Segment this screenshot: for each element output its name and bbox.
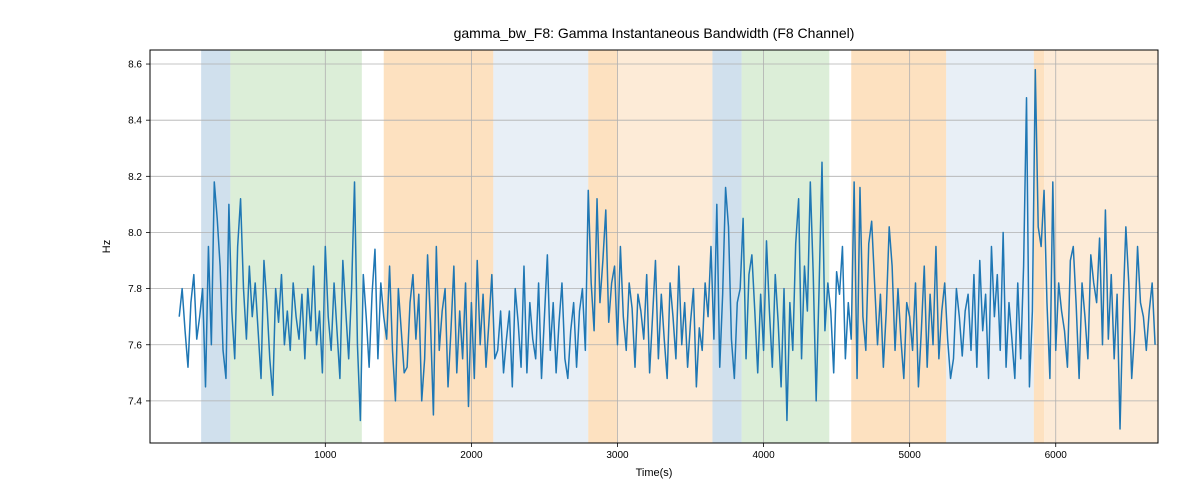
band bbox=[851, 50, 946, 443]
band bbox=[617, 50, 712, 443]
ytick-label: 7.6 bbox=[128, 340, 142, 351]
xtick-label: 5000 bbox=[899, 450, 922, 461]
band bbox=[493, 50, 588, 443]
ytick-label: 7.8 bbox=[128, 284, 142, 295]
ytick-label: 8.2 bbox=[128, 172, 142, 183]
y-axis-label: Hz bbox=[101, 240, 113, 253]
band bbox=[946, 50, 1034, 443]
ytick-label: 8.0 bbox=[128, 228, 142, 239]
xtick-label: 2000 bbox=[460, 450, 483, 461]
xtick-label: 6000 bbox=[1045, 450, 1068, 461]
chart-title: gamma_bw_F8: Gamma Instantaneous Bandwid… bbox=[454, 25, 855, 41]
band bbox=[230, 50, 361, 443]
band bbox=[1044, 50, 1158, 443]
xtick-label: 3000 bbox=[606, 450, 629, 461]
ytick-label: 7.4 bbox=[128, 396, 142, 407]
xtick-label: 4000 bbox=[752, 450, 775, 461]
ytick-label: 8.6 bbox=[128, 60, 142, 71]
x-axis-label: Time(s) bbox=[636, 467, 673, 479]
ytick-label: 8.4 bbox=[128, 116, 142, 127]
chart-svg: 1000 2000 3000 4000 5000 6000 7.4 7.6 7.8 8.0 8.2 8… bbox=[0, 0, 1200, 500]
xtick-label: 1000 bbox=[314, 450, 337, 461]
chart-container: 1000 2000 3000 4000 5000 6000 7.4 7.6 7.8 8.0 8.2 8… bbox=[0, 0, 1200, 500]
band bbox=[712, 50, 741, 443]
bands bbox=[201, 50, 1158, 443]
band bbox=[384, 50, 494, 443]
band bbox=[588, 50, 617, 443]
